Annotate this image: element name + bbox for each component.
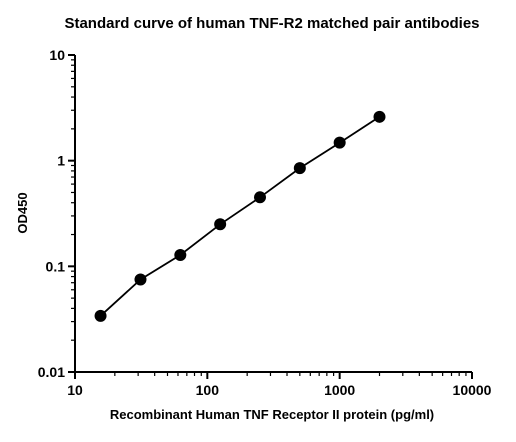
data-point [333,136,346,149]
data-point [94,309,107,322]
data-point [373,110,386,123]
y-tick-label: 1 [57,153,65,169]
axes: 10 100 1000 10000 0.01 0.1 1 10 [38,47,492,398]
data-point [214,218,227,231]
chart-title: Standard curve of human TNF-R2 matched p… [64,15,479,32]
y-tick-label: 0.1 [46,258,66,274]
data-point [134,273,147,286]
y-tick-label: 10 [49,47,65,63]
x-tick-label: 100 [196,382,220,398]
x-tick-label: 10 [67,382,83,398]
x-axis-label: Recombinant Human TNF Receptor II protei… [110,407,434,422]
fit-line [99,116,380,317]
x-tick-label: 10000 [453,382,492,398]
plot-area [94,110,386,322]
data-point [253,191,266,204]
x-tick-label: 1000 [324,382,355,398]
data-point [293,162,306,175]
y-axis-label: OD450 [15,192,30,233]
y-tick-label: 0.01 [38,364,65,380]
data-point [174,249,187,262]
